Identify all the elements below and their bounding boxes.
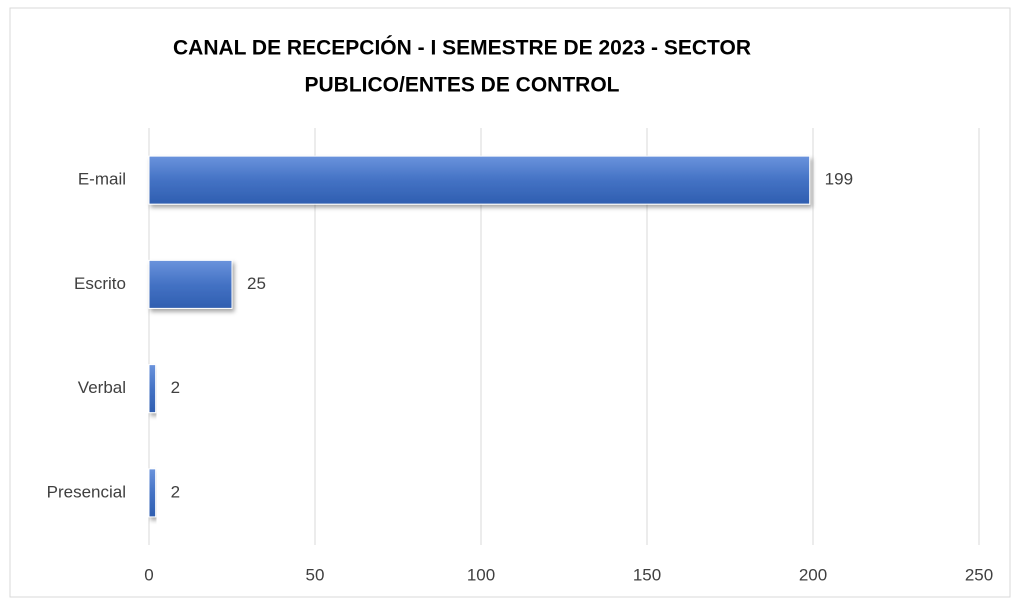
y-tick-label: Escrito	[74, 274, 126, 293]
y-tick-label: E-mail	[78, 170, 126, 189]
y-tick-label: Presencial	[47, 482, 126, 501]
chart-title: CANAL DE RECEPCIÓN - I SEMESTRE DE 2023 …	[173, 36, 751, 60]
x-tick-label: 150	[633, 565, 661, 584]
y-tick-label: Verbal	[78, 378, 126, 397]
x-tick-label: 200	[799, 565, 827, 584]
data-label: 2	[171, 378, 180, 397]
x-tick-label: 50	[306, 565, 325, 584]
bar	[148, 364, 157, 414]
x-tick-label: 250	[965, 565, 993, 584]
x-tick-label: 100	[467, 565, 495, 584]
data-label: 25	[247, 274, 266, 293]
bar	[148, 468, 157, 518]
x-tick-label: 0	[144, 565, 153, 584]
data-label: 2	[171, 482, 180, 501]
bar	[148, 155, 811, 205]
bar	[148, 259, 233, 309]
data-label: 199	[825, 170, 853, 189]
chart-title: PUBLICO/ENTES DE CONTROL	[304, 74, 619, 97]
